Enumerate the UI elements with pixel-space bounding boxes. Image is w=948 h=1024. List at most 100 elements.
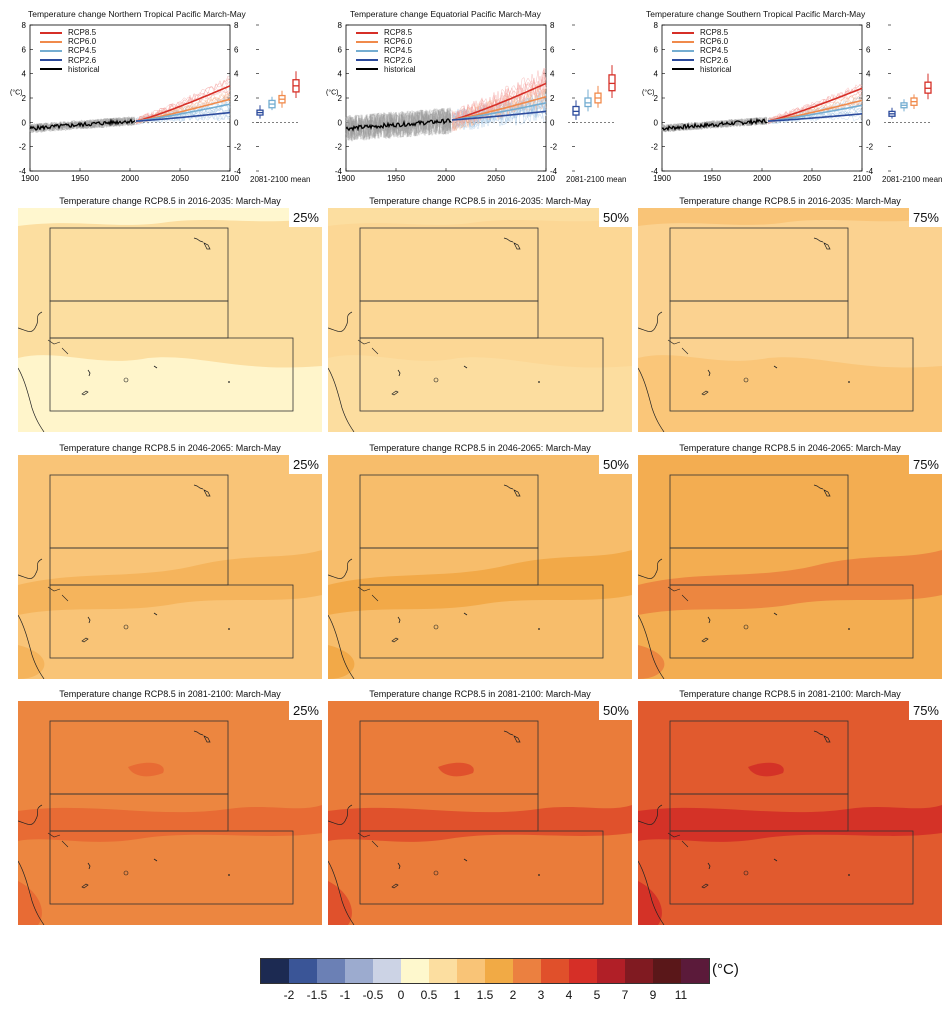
island [153,858,158,862]
y-tick-label: 4 [654,70,659,79]
map-svg [638,208,942,432]
coastline [667,832,689,848]
colorbar-tick-label: 1.5 [476,988,494,1002]
legend-label: RCP2.6 [68,55,97,65]
island [848,628,850,630]
legend-item: RCP2.6 [40,56,100,65]
scenario-mean-line [767,113,863,122]
legend-item: RCP2.6 [356,56,416,65]
legend-label: RCP4.5 [384,46,413,56]
x-tick-label: 1900 [337,174,355,183]
legend-swatch [356,31,378,34]
timeseries-panel-south: 8 8 6 6 4 4 2 2 0 0 -2 -2 -4 -4 (°C) 1900 1950 2000 2050 21… [632,0,948,192]
mean-period-label: 2081-2100 mean [250,175,311,184]
island [463,365,468,369]
map-title: Temperature change RCP8.5 in 2046-2065: … [59,443,281,453]
x-tick-label: 2050 [803,174,821,183]
y-tick-label: -2 [651,143,659,152]
island [153,612,158,616]
colorbar-cell [569,959,597,983]
x-tick-label: 1950 [703,174,721,183]
scenario-member-line [767,89,863,122]
map-svg [638,701,942,925]
y-tick-label-right: -4 [234,167,242,176]
historical-mean-line [29,117,136,131]
map-title: Temperature change RCP8.5 in 2016-2035: … [679,196,901,206]
legend-swatch [40,40,62,43]
legend-swatch [672,59,694,62]
hawaii-islands [813,484,831,497]
coastline [638,311,665,432]
colorbar-tick-label: 0.5 [420,988,438,1002]
legend-swatch [40,49,62,52]
colorbar-tick-label: -1 [339,988,351,1002]
coastline [328,558,355,679]
colorbar-tick-label: -0.5 [362,988,384,1002]
island [538,874,540,876]
coastline [47,339,69,355]
island [743,624,749,630]
scenario-member-line [767,83,863,124]
scenario-mean-line [451,110,547,121]
legend-label: RCP8.5 [68,28,97,37]
contour-patch [18,645,45,679]
hawaii-islands [193,484,211,497]
colorbar-tick-label: 2 [509,988,517,1002]
y-tick-label: -4 [335,167,343,176]
y-tick-label: 6 [22,45,27,54]
hawaii-islands [813,237,831,250]
y-tick-label-right: -2 [234,143,242,152]
legend-swatch [672,40,694,43]
timeseries-title: Temperature change Northern Tropical Pac… [28,9,246,19]
colorbar-cell [653,959,681,983]
historical-mean-line [345,118,452,132]
map-svg [328,208,632,432]
contour-patch [638,550,942,615]
scenario-mean-line [135,85,231,122]
y-tick-label-right: -2 [866,143,874,152]
island [463,612,468,616]
chart-legend: RCP8.5 RCP6.0 RCP4.5 RCP2.6 historical [672,28,732,74]
timeseries-svg: 8 8 6 6 4 4 2 2 0 0 -2 -2 -4 -4 (°C) 1900 1950 2000 2050 21… [10,21,300,183]
legend-item: RCP8.5 [40,28,100,37]
x-tick-label: 2100 [537,174,555,183]
contour-patch [748,762,784,777]
legend-swatch [672,49,694,52]
x-tick-label: 1950 [71,174,89,183]
contour-patch [328,645,355,679]
y-tick-label-right: -4 [550,167,558,176]
mean-period-label: 2081-2100 mean [882,175,943,184]
coastline [18,804,45,925]
hawaii-islands [503,484,521,497]
contour-patch [328,805,632,842]
colorbar-cell [681,959,709,983]
island [848,381,850,383]
colorbar-tick-label: 7 [621,988,629,1002]
coastline [18,311,45,432]
scenario-member-line [451,70,547,132]
x-tick-label: 2000 [437,174,455,183]
colorbar-cell [345,959,373,983]
contour-patch [438,762,474,777]
legend-swatch [40,59,62,62]
x-tick-label: 2000 [121,174,139,183]
legend-item: historical [672,65,732,74]
island [773,365,778,369]
map-title: Temperature change RCP8.5 in 2081-2100: … [679,689,901,699]
y-tick-label-right: 0 [866,118,871,127]
legend-swatch [40,68,62,71]
y-tick-label: 4 [22,70,27,79]
y-tick-label-right: 2 [234,94,239,103]
timeseries-title: Temperature change Southern Tropical Pac… [646,9,866,19]
legend-label: RCP4.5 [700,46,729,56]
island [153,365,158,369]
timeseries-panel-equatorial: 8 8 6 6 4 4 2 2 0 0 -2 -2 -4 -4 (°C) 1900 1950 2000 2050 21… [316,0,632,192]
island [743,870,749,876]
scenario-member-line [135,78,231,125]
region-box-south [669,584,914,659]
coastline [667,586,689,602]
island [701,637,709,643]
region-box-south [359,337,604,412]
x-tick-label: 1950 [387,174,405,183]
island [391,637,399,643]
